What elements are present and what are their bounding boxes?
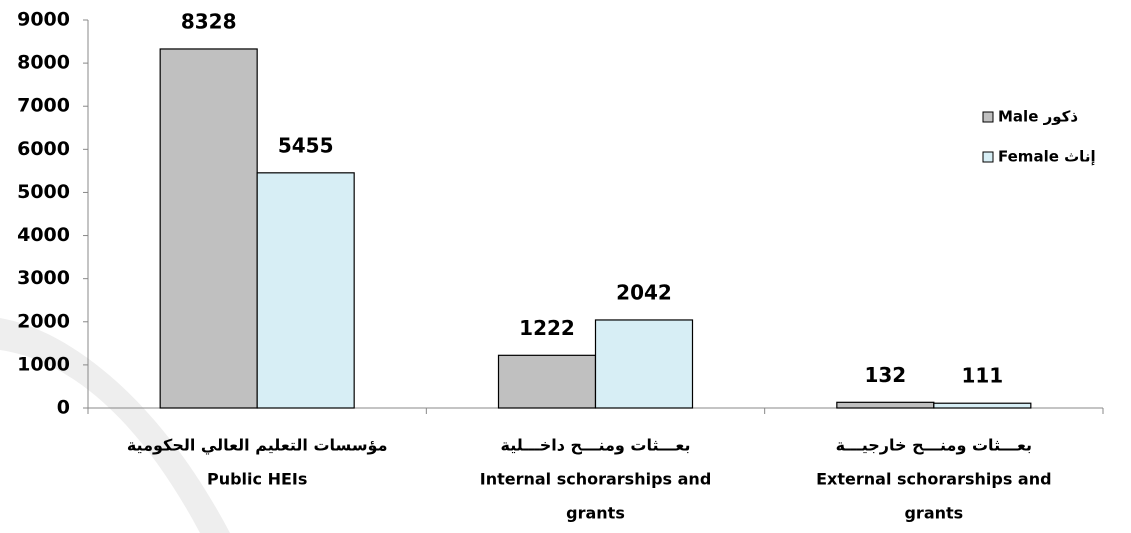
legend-swatch	[982, 111, 994, 123]
value-label: 132	[864, 363, 906, 387]
bar	[497, 354, 597, 409]
y-tick-label: 5000	[17, 181, 70, 203]
x-tick-label: grants	[904, 504, 963, 523]
y-tick-label: 8000	[17, 52, 70, 74]
bar	[256, 172, 355, 409]
value-label: 8328	[181, 9, 237, 33]
x-tick-label: Internal schorarships and	[480, 470, 712, 489]
legend-label: Male ذكور	[998, 108, 1078, 126]
value-label: 111	[961, 364, 1003, 388]
y-tick-label: 0	[57, 397, 70, 419]
x-tick-label: grants	[566, 504, 625, 523]
watermark	[0, 318, 230, 533]
legend-label: Female إناث	[998, 148, 1096, 166]
y-tick-label: 7000	[17, 95, 70, 117]
y-tick-label: 9000	[17, 9, 70, 31]
y-tick-label: 6000	[17, 138, 70, 160]
value-label: 1222	[519, 316, 575, 340]
x-tick-label: Public HEIs	[207, 470, 307, 489]
value-label: 5455	[278, 133, 334, 157]
x-tick-label: بعـــثات ومنـــح داخـــلية	[501, 436, 691, 455]
y-tick-label: 3000	[17, 267, 70, 289]
value-label: 2042	[616, 280, 672, 304]
x-tick-label: مؤسسات التعليم العالي الحكومية	[127, 436, 388, 456]
bar	[933, 402, 1032, 409]
bar	[836, 401, 935, 409]
legend-swatch	[982, 151, 994, 163]
bar	[159, 48, 258, 409]
bar	[594, 319, 694, 409]
x-tick-label: External schorarships and	[816, 470, 1051, 489]
y-tick-label: 1000	[17, 353, 70, 375]
x-tick-label: بعـــثات ومنـــح خارجيـــة	[836, 436, 1032, 455]
y-tick-label: 4000	[17, 224, 70, 246]
y-tick-label: 2000	[17, 310, 70, 332]
